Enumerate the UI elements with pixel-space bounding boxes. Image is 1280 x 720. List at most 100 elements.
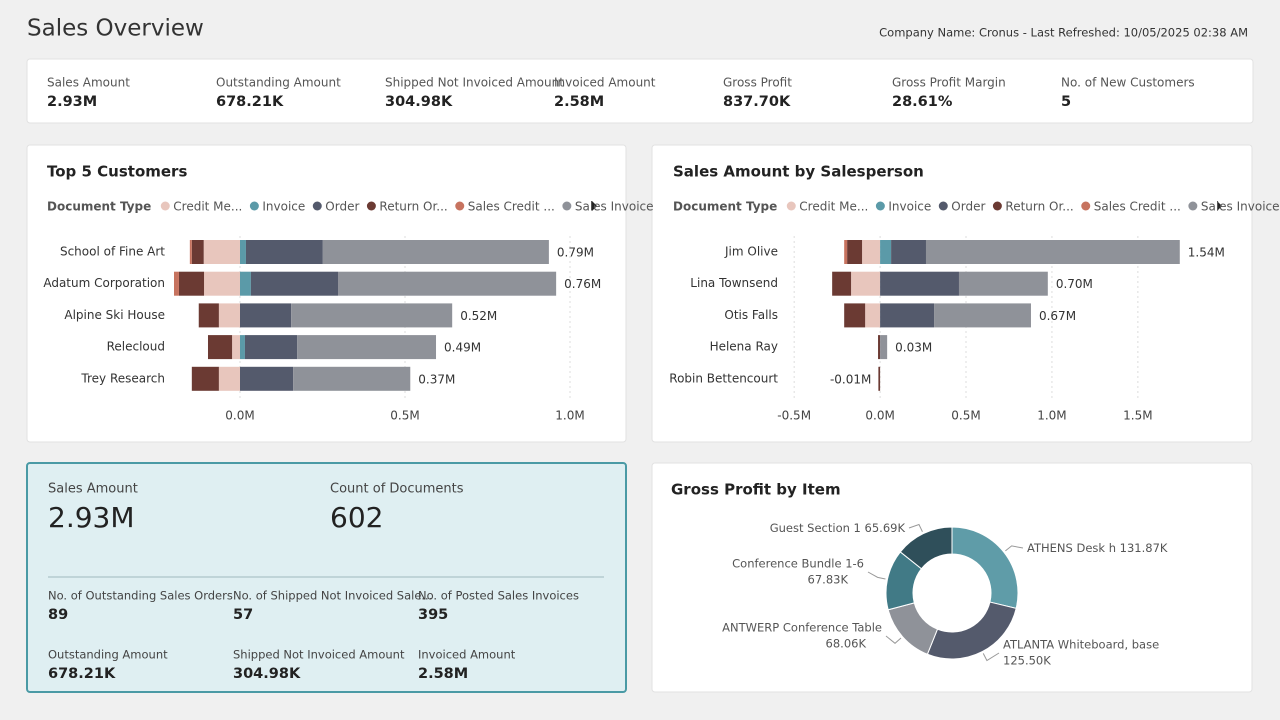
slice-name: ATHENS Desk h: [1027, 541, 1116, 555]
category-label: School of Fine Art: [60, 245, 165, 259]
total-label: 0.76M: [564, 277, 601, 291]
page-title: Sales Overview: [27, 16, 204, 42]
kpi-label: Gross Profit Margin: [892, 76, 1006, 90]
bar-segment: [250, 271, 339, 296]
x-tick-label: 1.0M: [1037, 409, 1066, 423]
bar-segment: [958, 271, 1048, 296]
legend-label: Sales Invoice: [1201, 200, 1280, 214]
bar-segment: [844, 240, 848, 264]
legend-label: Credit Me...: [799, 200, 868, 214]
kpi-value: 678.21K: [216, 94, 284, 110]
bar-segment: [878, 335, 881, 360]
kpi-label: No. of New Customers: [1061, 76, 1195, 90]
bar-segment: [293, 366, 411, 391]
summary-value: 2.93M: [48, 501, 135, 534]
summary-label: Count of Documents: [330, 482, 464, 497]
kpi-label: Invoiced Amount: [554, 76, 656, 90]
slice-label: Conference Bundle 1-6: [732, 557, 864, 571]
leader-line: [908, 523, 923, 532]
bar-segment: [880, 271, 959, 296]
bar-segment: [297, 335, 437, 360]
bar-segment: [291, 303, 453, 328]
legend-title: Document Type: [47, 200, 151, 214]
slice-label: ANTWERP Conference Table: [722, 621, 882, 635]
x-tick-label: 0.0M: [865, 409, 894, 423]
slice-value: 67.83K: [808, 573, 849, 587]
detail-value: 678.21K: [48, 666, 116, 682]
bar-segment: [189, 240, 192, 264]
legend-swatch: [562, 201, 572, 211]
bar-segment: [844, 303, 866, 328]
bar-segment: [865, 303, 881, 328]
slice-value: 131.87K: [1120, 541, 1168, 555]
gross-profit-card: [651, 462, 1253, 693]
kpi-label: Shipped Not Invoiced Amount: [385, 76, 564, 90]
legend-label: Sales Credit ...: [468, 200, 555, 214]
bar-segment: [891, 240, 926, 264]
detail-label: Outstanding Amount: [48, 648, 168, 662]
bar-segment: [203, 240, 240, 264]
bar-segment: [240, 366, 294, 391]
legend-label: Invoice: [262, 200, 305, 214]
slice-value: 65.69K: [865, 521, 906, 535]
bar-segment: [240, 303, 292, 328]
bar-segment: [934, 303, 1031, 328]
slice-name: Guest Section 1: [770, 521, 861, 535]
legend-swatch: [455, 201, 465, 211]
legend-label: Sales Credit ...: [1094, 200, 1181, 214]
header-info: Company Name: Cronus - Last Refreshed: 1…: [879, 26, 1248, 40]
bar-segment: [178, 271, 205, 296]
legend-label: Invoice: [888, 200, 931, 214]
detail-label: Invoiced Amount: [418, 648, 516, 662]
legend-label: Order: [951, 200, 985, 214]
bar-segment: [851, 271, 881, 296]
detail-label: No. of Posted Sales Invoices: [418, 589, 579, 603]
kpi-value: 304.98K: [385, 94, 453, 110]
legend-next[interactable]: [1217, 201, 1222, 211]
bar-segment: [191, 240, 204, 264]
bar-segment: [240, 335, 245, 360]
bar-segment: [878, 366, 881, 391]
bar-segment: [832, 271, 852, 296]
kpi-card: [26, 58, 1254, 124]
total-label: 1.54M: [1188, 246, 1225, 260]
legend-label: Sales Invoice: [575, 200, 654, 214]
bar-segment: [880, 240, 892, 264]
bar-segment: [204, 271, 240, 296]
total-label: 0.67M: [1039, 309, 1076, 323]
detail-value: 395: [418, 607, 448, 623]
detail-label: Shipped Not Invoiced Amount: [233, 648, 405, 662]
total-label: 0.37M: [418, 372, 455, 386]
legend-swatch: [938, 201, 948, 211]
category-label: Adatum Corporation: [43, 276, 165, 290]
bar-segment: [925, 240, 1180, 264]
kpi-value: 2.58M: [554, 94, 604, 110]
legend-next[interactable]: [592, 201, 597, 211]
total-label: 0.70M: [1056, 277, 1093, 291]
summary-value: 602: [330, 501, 383, 534]
slice-label: ATLANTA Whiteboard, base: [1003, 638, 1159, 652]
bar-segment: [232, 335, 240, 360]
legend-swatch: [312, 201, 322, 211]
kpi-value: 5: [1061, 94, 1071, 110]
bar-segment: [847, 240, 863, 264]
legend-swatch: [160, 201, 170, 211]
bar-segment: [244, 335, 298, 360]
bar-segment: [245, 240, 323, 264]
legend-swatch: [992, 201, 1002, 211]
category-label: Robin Bettencourt: [669, 371, 778, 385]
bar-segment: [240, 240, 246, 264]
category-label: Alpine Ski House: [64, 308, 165, 322]
x-tick-label: -0.5M: [777, 409, 811, 423]
slice-label: Guest Section 1 65.69K: [770, 521, 906, 535]
bar-segment: [218, 366, 240, 391]
bar-segment: [862, 240, 881, 264]
legend-label: Order: [325, 200, 359, 214]
detail-value: 57: [233, 607, 253, 623]
chart-title: Top 5 Customers: [47, 163, 187, 181]
kpi-value: 837.70K: [723, 94, 791, 110]
kpi-label: Outstanding Amount: [216, 76, 341, 90]
chart-title: Gross Profit by Item: [671, 481, 841, 499]
bar-segment: [191, 366, 219, 391]
